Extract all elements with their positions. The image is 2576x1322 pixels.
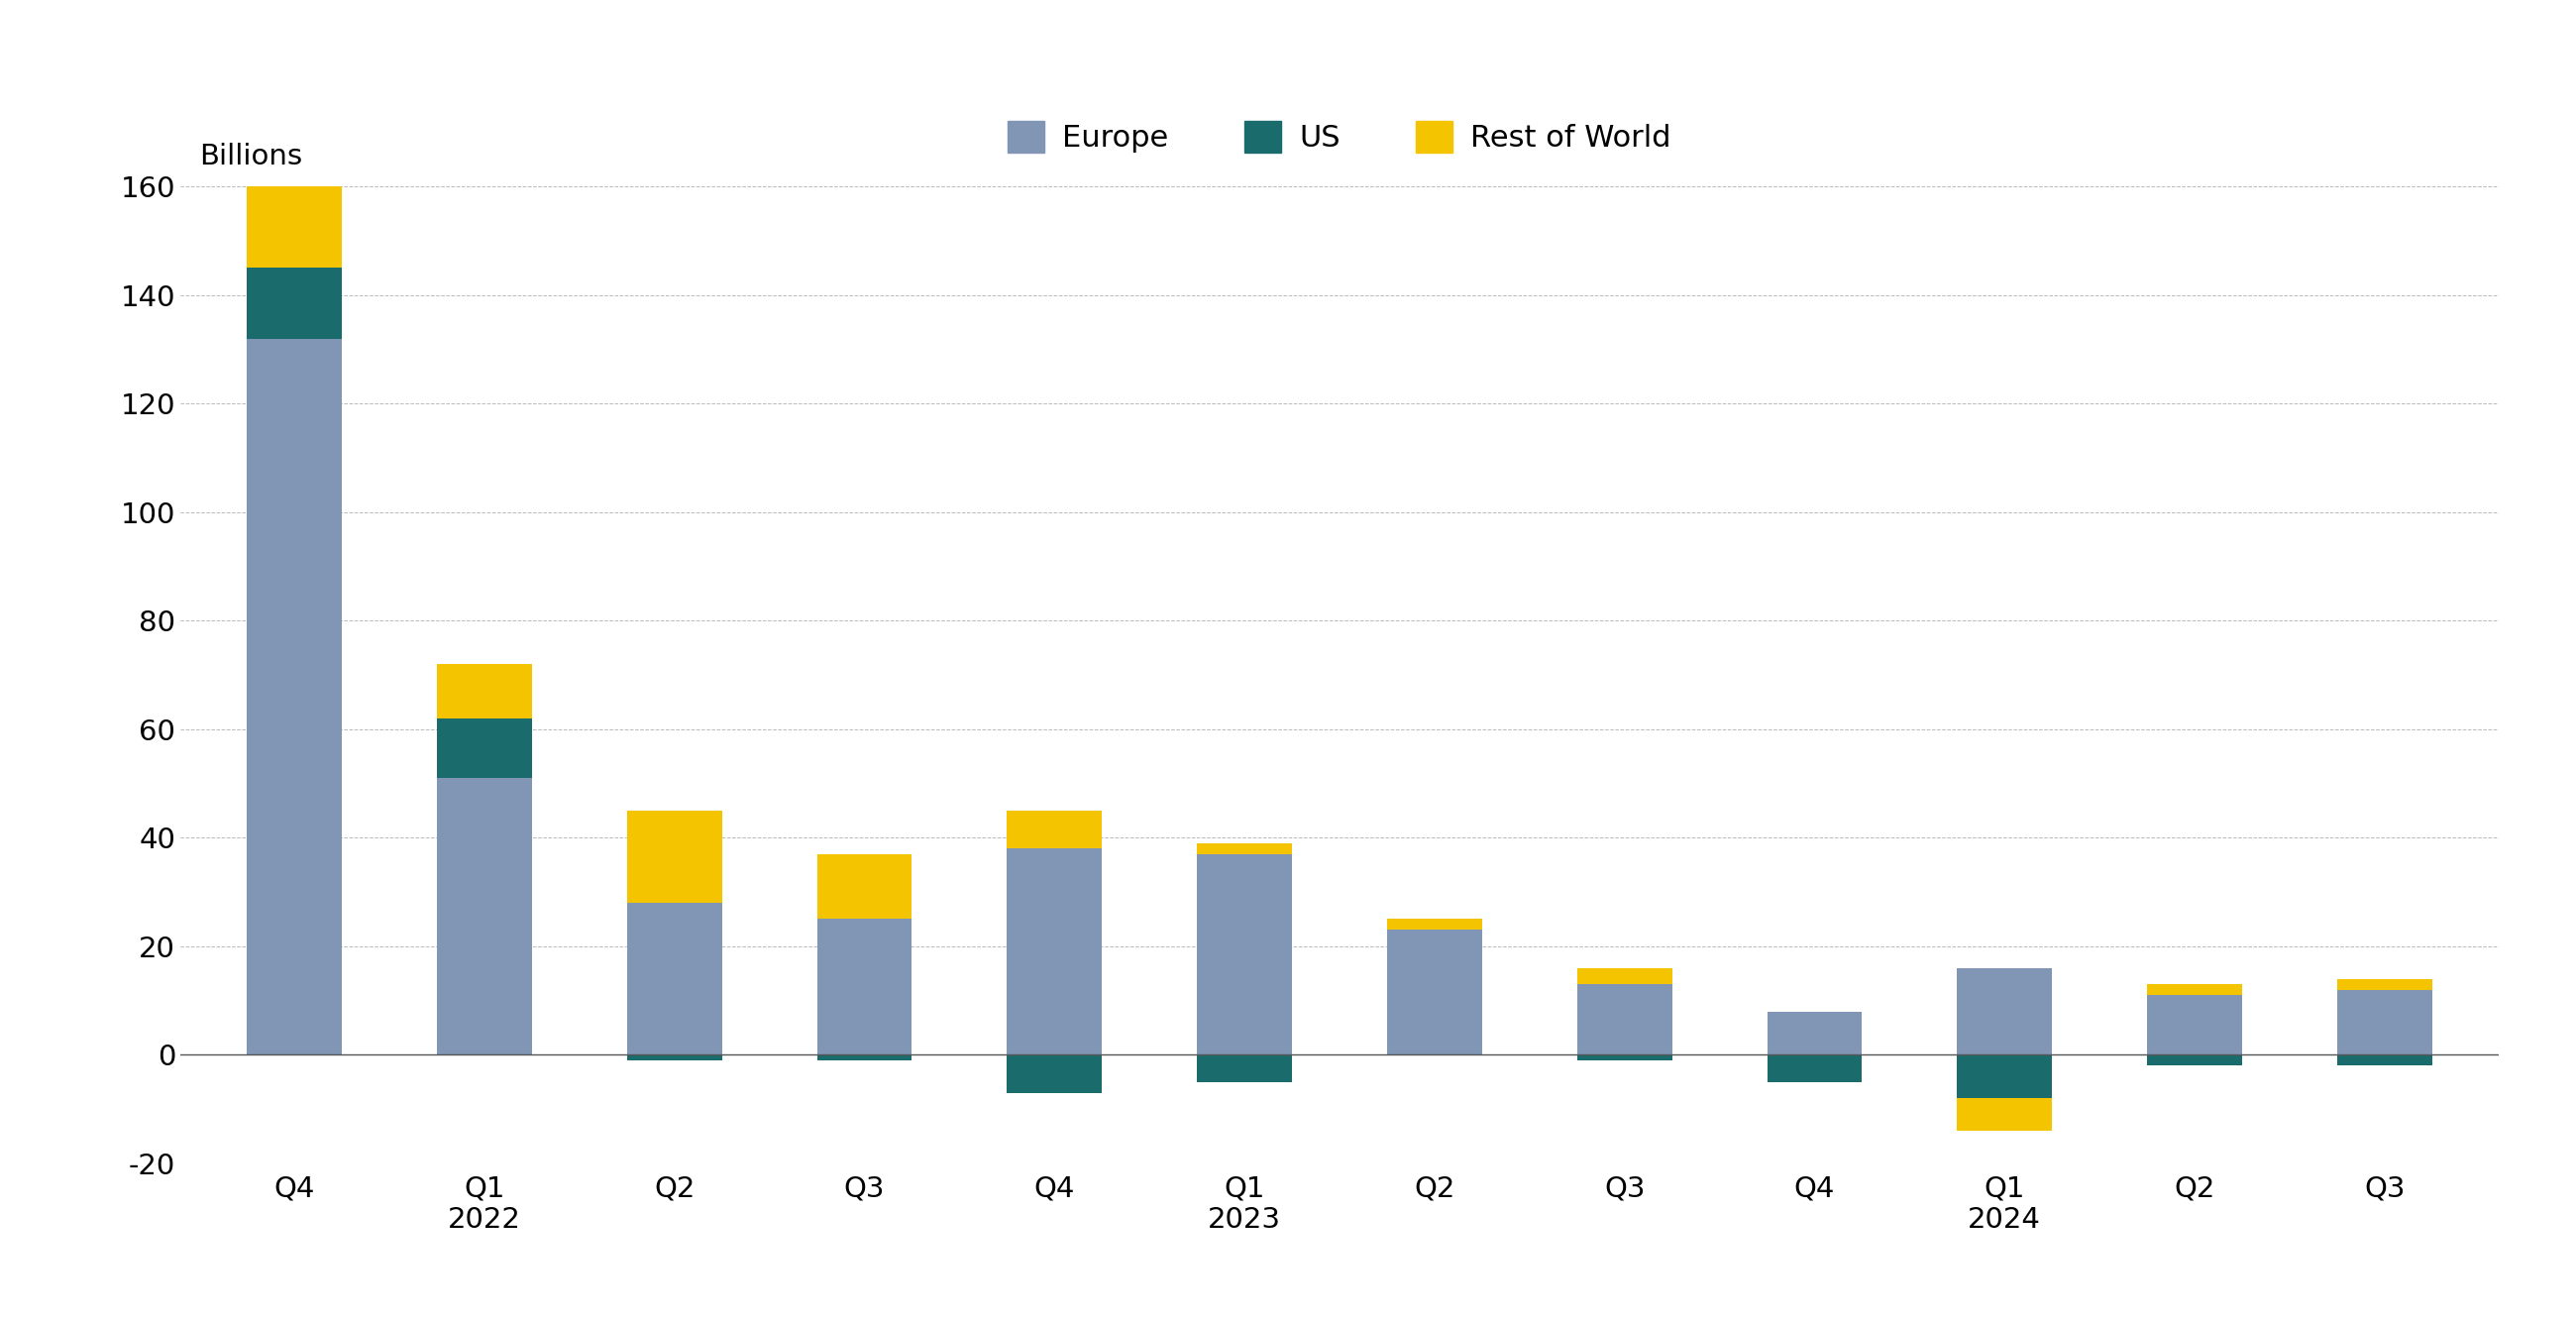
Bar bbox=[438, 718, 531, 779]
Bar bbox=[1198, 854, 1293, 1055]
Bar bbox=[2148, 1055, 2241, 1066]
Bar bbox=[2148, 995, 2241, 1055]
Bar bbox=[1577, 968, 1672, 985]
Bar bbox=[626, 903, 721, 1055]
Bar bbox=[438, 779, 531, 1055]
Bar bbox=[1577, 1055, 1672, 1060]
Bar bbox=[1958, 1055, 2053, 1099]
Bar bbox=[2336, 978, 2432, 990]
Bar bbox=[438, 664, 531, 718]
Bar bbox=[1767, 1055, 1862, 1081]
Bar bbox=[1958, 968, 2053, 1055]
Legend: Europe, US, Rest of World: Europe, US, Rest of World bbox=[992, 106, 1687, 168]
Bar bbox=[1577, 985, 1672, 1055]
Bar bbox=[1386, 929, 1481, 1055]
Text: Billions: Billions bbox=[198, 143, 301, 171]
Bar bbox=[247, 268, 343, 338]
Bar bbox=[626, 1055, 721, 1060]
Bar bbox=[247, 338, 343, 1055]
Bar bbox=[1007, 849, 1103, 1055]
Bar bbox=[1007, 1055, 1103, 1093]
Bar bbox=[2336, 990, 2432, 1055]
Bar bbox=[2336, 1055, 2432, 1066]
Bar bbox=[1198, 843, 1293, 854]
Bar bbox=[1386, 919, 1481, 929]
Bar bbox=[1198, 1055, 1293, 1081]
Bar bbox=[817, 1055, 912, 1060]
Bar bbox=[817, 854, 912, 919]
Bar bbox=[1007, 810, 1103, 849]
Bar bbox=[626, 810, 721, 903]
Bar bbox=[1767, 1011, 1862, 1055]
Bar bbox=[817, 919, 912, 1055]
Bar bbox=[247, 186, 343, 268]
Bar bbox=[1958, 1099, 2053, 1130]
Bar bbox=[2148, 985, 2241, 995]
